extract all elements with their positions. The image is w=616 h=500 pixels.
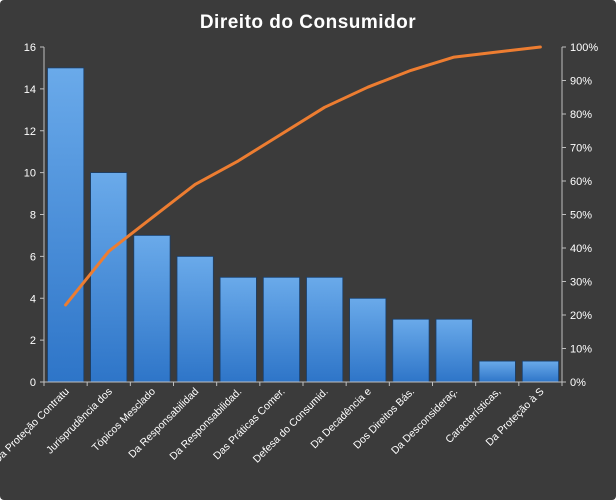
bar-1: [47, 67, 85, 383]
y2-tick-label: 100%: [570, 42, 598, 54]
y-tick-label: 6: [30, 251, 36, 263]
y2-tick-label: 70%: [570, 143, 592, 155]
y2-tick-label: 20%: [570, 310, 592, 322]
bar-3: [133, 234, 171, 383]
y-tick-label: 2: [30, 335, 36, 347]
bar-6: [262, 276, 300, 383]
y-tick-label: 14: [24, 84, 36, 96]
y2-tick-label: 60%: [570, 176, 592, 188]
cumulative-line-group: [64, 45, 542, 307]
bar-11: [478, 360, 516, 383]
bar-8: [349, 297, 387, 383]
y2-tick-label: 40%: [570, 243, 592, 255]
y2-tick-label: 90%: [570, 76, 592, 88]
y-tick-label: 12: [24, 126, 36, 138]
bar-7: [306, 276, 344, 383]
y-tick-label: 16: [24, 42, 36, 54]
bar-9: [392, 318, 430, 383]
y2-axis-ticks: 0% 10% 20% 30% 40% 50% 60% 70% 80% 90% 100%: [562, 42, 598, 389]
chart-title: Direito do Consumidor: [200, 12, 416, 33]
bar-12: [521, 360, 559, 383]
y2-tick-label: 10%: [570, 344, 592, 356]
y-tick-label: 10: [24, 168, 36, 180]
y2-tick-label: 50%: [570, 210, 592, 222]
bar-5: [219, 276, 257, 383]
bars-group: [47, 67, 559, 383]
y2-tick-label: 0%: [570, 377, 586, 389]
bar-4: [176, 255, 214, 383]
y2-tick-label: 30%: [570, 277, 592, 289]
bar-10: [435, 318, 473, 383]
bar-2: [90, 172, 128, 383]
y-tick-label: 8: [30, 210, 36, 222]
y-axis-ticks: 0 2 4 6 8 10 12 14 16: [24, 42, 44, 389]
y-tick-label: 0: [30, 377, 36, 389]
cumulative-percent-line: [64, 45, 542, 307]
y2-tick-label: 80%: [570, 109, 592, 121]
y-tick-label: 4: [30, 293, 36, 305]
